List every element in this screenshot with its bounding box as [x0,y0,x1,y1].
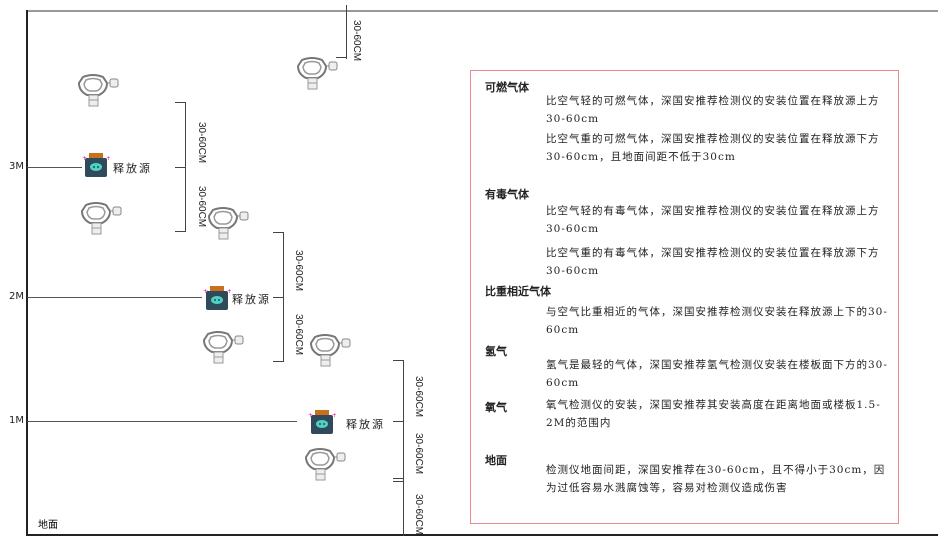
dimension-label: 30-60CM [293,250,304,292]
svg-text:+: + [227,288,231,295]
dimension-tick [273,361,283,362]
dimension-label: 30-60CM [293,314,304,356]
level-3m-line [27,167,82,168]
dimension-label: 30-60CM [413,376,424,418]
gas-detector-icon [207,206,251,244]
svg-text:+: + [308,412,313,419]
dimension-tick [175,102,185,103]
ground-label: 地面 [38,520,58,531]
svg-text:+: + [203,288,208,295]
svg-text:+: + [332,412,336,419]
level-3m-label: 3M [9,161,24,172]
gas-source-icon: + + [308,409,337,439]
level-1m-label: 1M [9,415,24,426]
level-2m-line [27,297,202,298]
ground-line [26,534,938,536]
gas-detector-icon [304,447,348,485]
oxygen-title: 氧气 [485,401,507,414]
dimension-tick [175,231,185,232]
dimension-line [283,232,284,362]
dimension-label: 30-60CM [413,494,424,536]
svg-text:+: + [106,155,110,162]
wall-line [26,10,28,536]
toxic-heavy-text: 比空气重的有毒气体，深国安推荐检测仪的安装位置在释放源下方30-60cm [546,247,880,277]
gas-detector-icon [296,56,340,94]
combustible-heavy-text: 比空气重的可燃气体，深国安推荐检测仪的安装位置在释放源下方30-60cm，且地面… [546,133,880,163]
level-1m-line [27,421,297,422]
level-2m-label: 2M [9,291,24,302]
source-label: 释放源 [113,162,152,175]
svg-text:+: + [82,155,87,162]
ceiling-line [27,10,938,12]
similar-title: 比重相近气体 [485,285,551,298]
dimension-label: 30-60CM [413,433,424,475]
dimension-label: 30-60CM [351,20,362,62]
dimension-tick [175,167,185,168]
gas-detector-icon [80,201,124,239]
dimension-tick [393,360,403,361]
toxic-light-text: 比空气轻的有毒气体，深国安推荐检测仪的安装位置在释放源上方30-60cm [546,205,880,235]
dimension-label: 30-60CM [196,186,207,228]
dimension-tick [393,421,403,422]
gas-detector-icon [77,73,121,111]
oxygen-text: 氧气检测仪的安装，深国安推荐其安装高度在距离地面或楼板1.5-2M的范围内 [546,399,881,429]
gas-detector-icon [309,333,353,371]
dimension-tick [273,232,283,233]
combustible-title: 可燃气体 [485,81,529,94]
hydrogen-text: 氢气是最轻的气体，深国安推荐氢气检测仪安装在楼板面下方的30-60cm [546,359,888,389]
dimension-tick [393,478,403,479]
hydrogen-title: 氢气 [485,345,507,358]
source-label: 释放源 [346,418,385,431]
dimension-line [185,102,186,232]
similar-text: 与空气比重相近的气体，深国安推荐检测仪安装在释放源上下的30-60cm [546,306,888,336]
gas-detector-icon [202,330,246,368]
toxic-title: 有毒气体 [485,188,529,201]
ground-text: 检测仪地面间距，深国安推荐在30-60cm，且不得小于30cm，因为过低容易水溅… [546,464,886,494]
dimension-line [346,5,347,59]
dimension-line [403,360,404,536]
ground-title: 地面 [485,454,507,467]
dimension-tick [336,57,346,58]
dimension-tick [393,481,403,482]
dimension-tick [273,297,283,298]
dimension-label: 30-60CM [196,122,207,164]
gas-source-icon: + + [203,285,232,315]
combustible-light-text: 比空气轻的可燃气体，深国安推荐检测仪的安装位置在释放源上方30-60cm [546,95,880,125]
source-label: 释放源 [232,293,271,306]
installation-guide-box: 可燃气体 比空气轻的可燃气体，深国安推荐检测仪的安装位置在释放源上方30-60c… [470,70,899,524]
gas-source-icon: + + [82,152,111,182]
